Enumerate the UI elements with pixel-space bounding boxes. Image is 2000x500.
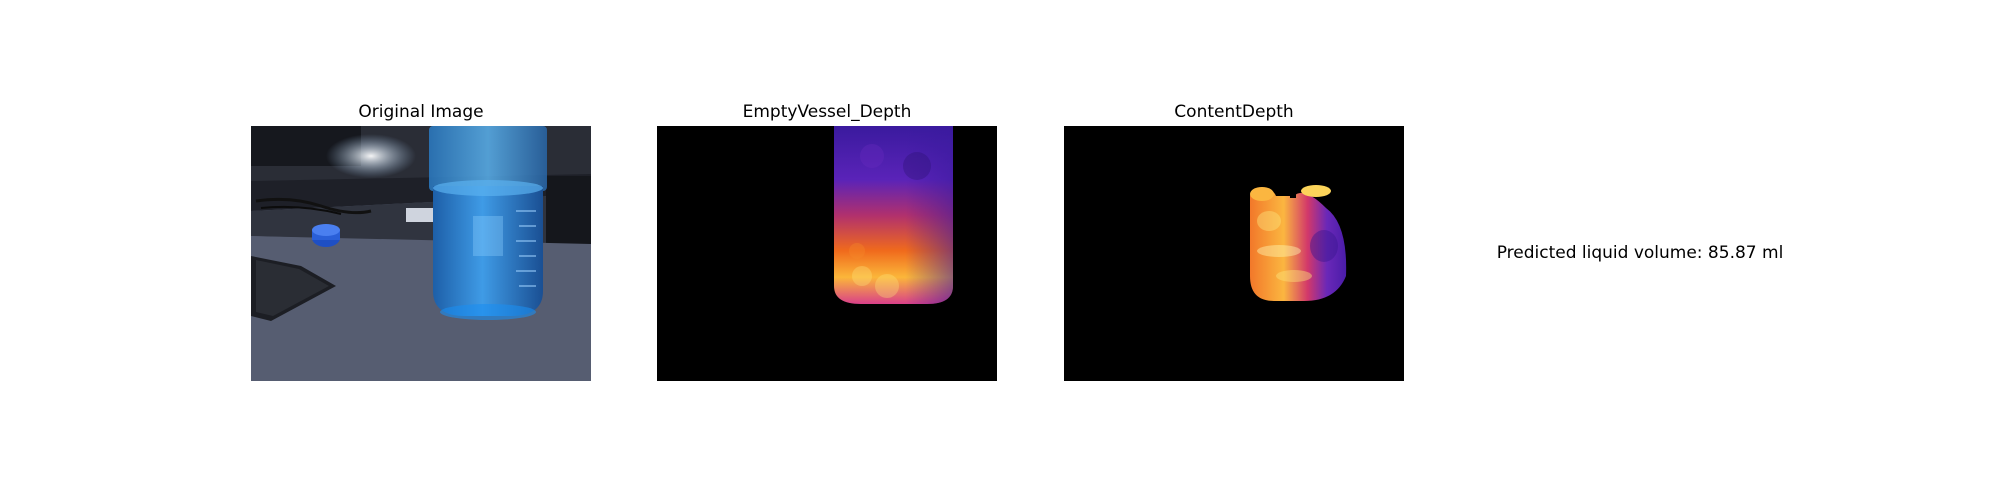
empty-vessel-depth-title: EmptyVessel_Depth (742, 102, 912, 122)
predicted-volume-text: Predicted liquid volume: 85.87 ml (1496, 243, 1784, 263)
original-image-panel (251, 126, 591, 381)
content-depth-title: ContentDepth (1174, 102, 1294, 122)
content-depth-map (1064, 126, 1404, 381)
empty-vessel-depth-panel (657, 126, 997, 381)
content-depth-panel (1064, 126, 1404, 381)
empty-vessel-depth-map (657, 126, 997, 381)
original-image-title: Original Image (358, 102, 484, 122)
original-photo (251, 126, 591, 381)
